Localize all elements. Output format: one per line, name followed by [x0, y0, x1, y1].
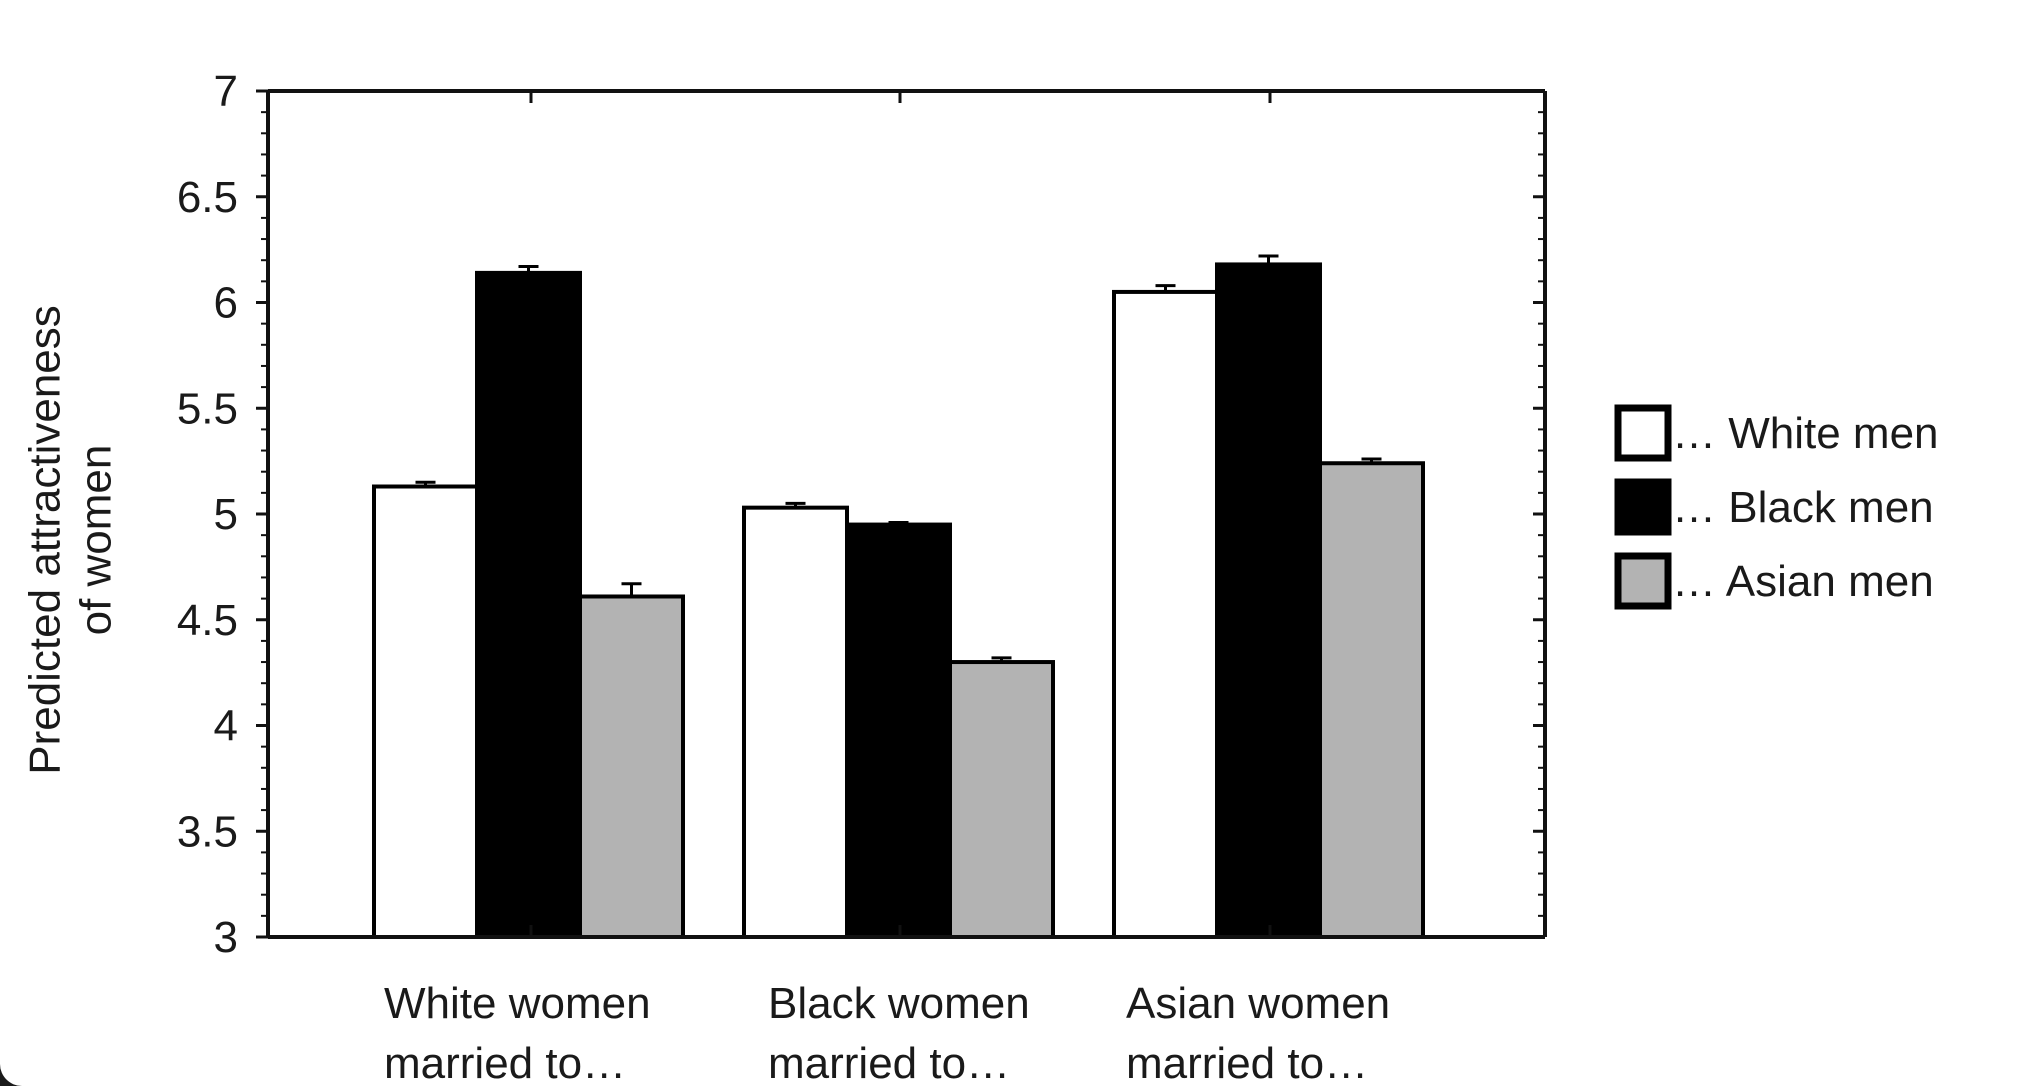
bar	[1318, 461, 1425, 939]
y-axis-label-line: of women	[72, 445, 121, 636]
bar	[1112, 289, 1219, 939]
x-category-label: White women	[384, 979, 651, 1028]
y-axis-label: Predicted attractiveness of women	[21, 305, 121, 775]
bar	[742, 505, 849, 939]
plot-frame	[266, 89, 1547, 939]
bar	[372, 484, 479, 939]
bar	[578, 594, 685, 939]
legend-swatch	[1614, 478, 1672, 536]
bars	[372, 254, 1425, 939]
legend-swatch	[1614, 404, 1672, 462]
legend-label: … Black men	[1672, 483, 1934, 532]
legend: … White men … Black men … Asian men	[1614, 404, 1939, 610]
legend-label: … Asian men	[1672, 557, 1934, 606]
y-tick-label: 6	[214, 279, 238, 328]
bar	[475, 270, 582, 939]
y-tick-label: 6.5	[177, 173, 238, 222]
window-corner	[0, 1060, 22, 1086]
legend-label: … White men	[1672, 409, 1939, 458]
x-category-label: Black women	[768, 979, 1030, 1028]
y-tick-label: 5.5	[177, 384, 238, 433]
x-category-label: married to…	[768, 1039, 1010, 1086]
y-axis-label-line: Predicted attractiveness	[21, 305, 70, 775]
bar	[1215, 262, 1322, 939]
x-axis-labels: White women married to… Black women married…	[384, 979, 1390, 1088]
x-category-label: Asian women	[1126, 979, 1390, 1028]
y-tick-label: 4.5	[177, 596, 238, 645]
x-category-label: married to…	[384, 1039, 626, 1086]
legend-swatch	[1614, 552, 1672, 610]
y-tick-label: 7	[214, 67, 238, 116]
y-tick-label: 5	[214, 490, 238, 539]
x-category-label: married to…	[1126, 1039, 1368, 1086]
bar	[845, 522, 952, 939]
bar	[948, 660, 1055, 939]
y-tick-label: 3.5	[177, 807, 238, 856]
y-tick-label: 4	[214, 702, 238, 751]
y-tick-label: 3	[214, 913, 238, 962]
